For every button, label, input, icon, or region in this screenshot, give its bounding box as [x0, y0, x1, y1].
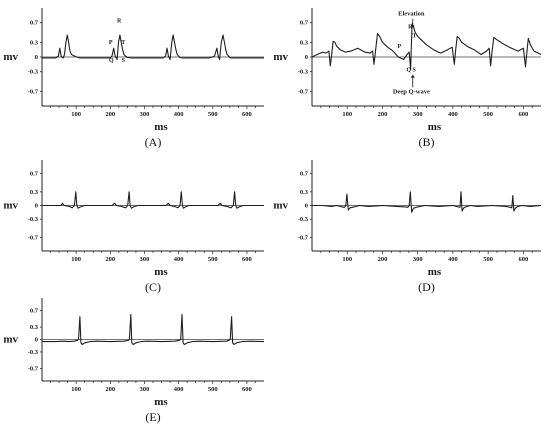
x-tick-label: 500 [208, 256, 218, 263]
y-axis-label: mv [273, 51, 288, 63]
y-tick-label: 0.7 [30, 307, 39, 314]
wave-annotation-t: T [121, 40, 125, 46]
x-tick-label: 100 [71, 386, 81, 393]
x-tick-label: 300 [413, 256, 423, 263]
x-tick-label: 100 [342, 256, 352, 263]
y-tick-label: -0.7 [298, 234, 309, 241]
x-axis-label: ms [154, 396, 168, 408]
wave-annotation-r: R [117, 19, 122, 25]
y-axis-label: mv [3, 200, 18, 212]
panel-caption: (C) [145, 280, 161, 294]
y-tick-label: 0.3 [30, 39, 39, 46]
x-tick-label: 200 [378, 111, 388, 118]
y-tick-label: 0.7 [300, 171, 309, 178]
x-tick-label: 600 [242, 111, 252, 118]
ecg-trace-line [42, 191, 264, 209]
panel-caption: (D) [418, 280, 435, 294]
y-tick-label: -0.7 [28, 88, 39, 95]
ecg-trace-line [42, 314, 265, 346]
y-tick-label: 0 [35, 337, 38, 344]
y-tick-label: -0.3 [28, 69, 39, 76]
y-tick-label: 0.7 [300, 20, 309, 27]
x-axis-label: ms [154, 121, 168, 133]
y-tick-label: 0 [305, 54, 308, 61]
elevation-arrowhead [410, 25, 415, 28]
x-tick-label: 500 [483, 111, 493, 118]
x-tick-label: 100 [71, 256, 81, 263]
panel-caption: (E) [145, 410, 160, 424]
wave-annotation-t: T [413, 33, 417, 39]
x-tick-label: 300 [140, 256, 150, 263]
y-axis-label: mv [3, 51, 18, 63]
y-tick-label: -0.3 [28, 349, 39, 356]
y-axis-label: mv [273, 200, 288, 212]
y-tick-label: 0 [35, 54, 38, 61]
y-axis-label: mv [3, 334, 18, 346]
y-tick-label: 0.3 [30, 189, 39, 196]
wave-annotation-q: Q [109, 58, 114, 64]
y-tick-label: -0.3 [298, 69, 309, 76]
wave-annotation-s: S [412, 68, 416, 74]
x-tick-label: 200 [105, 256, 115, 263]
ecg-panel-a: 0.7 0.3 0 -0.3 -0.7 100 200 300 400 500 600 mv ms (A)… [3, 8, 264, 149]
x-tick-label: 600 [242, 386, 252, 393]
x-tick-label: 500 [208, 111, 218, 118]
wave-annotation-elevation: Elevation [398, 10, 425, 17]
x-tick-label: 400 [174, 386, 184, 393]
y-tick-label: -0.3 [28, 216, 39, 223]
wave-annotation-q: Q [407, 68, 412, 74]
x-tick-label: 200 [105, 386, 115, 393]
y-tick-label: -0.7 [28, 234, 39, 241]
x-tick-label: 400 [448, 256, 458, 263]
x-tick-label: 400 [174, 256, 184, 263]
y-tick-label: 0 [305, 203, 308, 210]
x-tick-label: 200 [378, 256, 388, 263]
y-tick-label: -0.3 [298, 216, 309, 223]
x-tick-label: 300 [140, 111, 150, 118]
x-axis-label: ms [428, 266, 442, 278]
y-tick-label: 0.7 [30, 20, 39, 27]
x-tick-label: 300 [140, 386, 150, 393]
y-tick-label: 0.3 [300, 39, 309, 46]
ecg-panel-c: 0.7 0.3 0 -0.3 -0.7 100 200 300 400 500 600 mv ms (C) [3, 160, 264, 294]
x-tick-label: 200 [105, 111, 115, 118]
y-tick-label: -0.7 [28, 366, 39, 373]
x-tick-label: 500 [483, 256, 493, 263]
x-axis-label: ms [428, 121, 442, 133]
x-tick-label: 600 [519, 111, 529, 118]
y-tick-label: 0 [35, 203, 38, 210]
panel-caption: (A) [145, 135, 162, 149]
ecg-panel-b: 0.7 0.3 0 -0.3 -0.7 100 200 300 400 500 600 mv ms (B)… [273, 8, 542, 149]
x-axis-label: ms [154, 266, 168, 278]
ecg-panel-d: 0.7 0.3 0 -0.3 -0.7 100 200 300 400 500 600 mv ms (D) [273, 160, 542, 294]
ecg-panel-e: 0.7 0.3 0 -0.3 -0.7 100 200 300 400 500 600 mv ms (E) [3, 298, 265, 424]
wave-annotation-p: P [398, 44, 402, 50]
wave-annotation-s: S [122, 58, 126, 64]
wave-annotation-p: P [109, 40, 113, 46]
y-tick-label: -0.7 [298, 88, 309, 95]
y-tick-label: 0.3 [300, 189, 309, 196]
deep-q-arrowhead [410, 74, 415, 78]
x-tick-label: 100 [71, 111, 81, 118]
x-tick-label: 600 [519, 256, 529, 263]
x-tick-label: 300 [413, 111, 423, 118]
ecg-trace-line [311, 23, 542, 70]
x-tick-label: 400 [448, 111, 458, 118]
wave-annotation-deep-q-wave: Deep Q-wave [393, 88, 430, 95]
x-tick-label: 400 [174, 111, 184, 118]
x-tick-label: 600 [242, 256, 252, 263]
x-tick-label: 100 [342, 111, 352, 118]
ecg-trace-line [42, 34, 264, 61]
x-tick-label: 500 [208, 386, 218, 393]
y-tick-label: 0.3 [30, 324, 39, 331]
y-tick-label: 0.7 [30, 171, 39, 178]
wave-annotation-r: R [408, 25, 413, 31]
ecg-trace-line [312, 191, 542, 213]
panel-caption: (B) [419, 135, 435, 149]
